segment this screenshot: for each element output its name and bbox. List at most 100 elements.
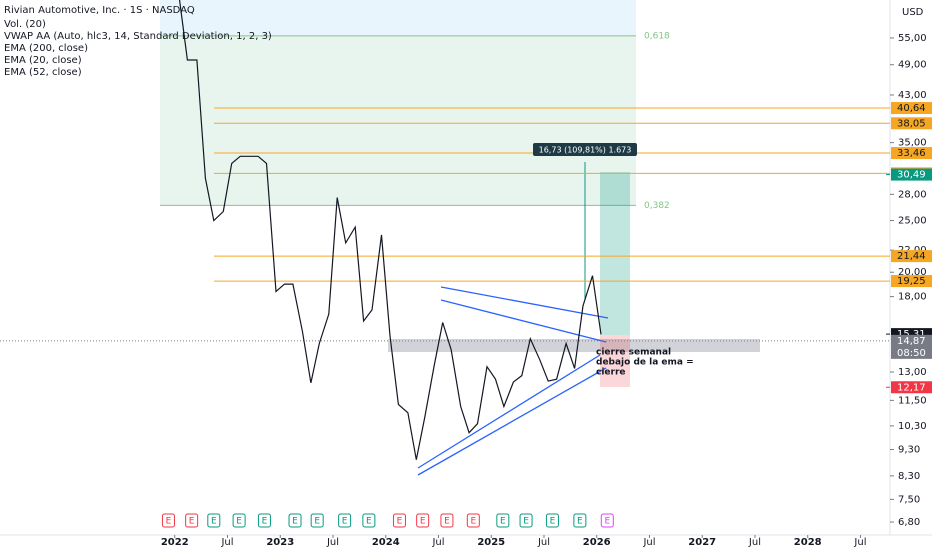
fib-label: 0,618 — [644, 31, 670, 41]
indicator: EMA (20, close) — [4, 55, 82, 66]
x-tick-label: 2027 — [688, 537, 716, 548]
x-tick-label: Jul — [326, 537, 339, 548]
price-tag-label: 14,87 — [897, 336, 926, 347]
earnings-label: E — [236, 517, 242, 527]
stop-zone — [600, 335, 630, 387]
x-tick-label: Jul — [431, 537, 444, 548]
x-tick-label: Jul — [220, 537, 233, 548]
fib-label: 0,382 — [644, 201, 670, 211]
earnings-marker — [232, 513, 246, 528]
earnings-label: E — [604, 517, 610, 527]
x-tick-label: Jul — [853, 537, 866, 548]
earnings-label: E — [314, 517, 320, 527]
title: Rivian Automotive, Inc. · 1S · NASDAQ — [4, 5, 195, 16]
level-tag — [891, 117, 932, 130]
fib-zone — [160, 0, 636, 36]
target-zone — [600, 172, 630, 335]
y-tick-label: 28,00 — [898, 189, 927, 200]
earnings-label: E — [342, 517, 348, 527]
price-tag-label: 15,31 — [897, 329, 926, 340]
earnings-label: E — [550, 517, 556, 527]
y-tick-label: 6,80 — [898, 517, 920, 528]
earnings-marker — [600, 513, 614, 528]
price-tag — [891, 168, 932, 181]
y-tick-label: 43,00 — [898, 90, 927, 101]
measure-label: 16,73 (109,81%) 1.673 — [539, 146, 632, 155]
earnings-label: E — [366, 517, 372, 527]
y-tick-label: 20,00 — [898, 267, 927, 278]
y-tick-label: 35,00 — [898, 138, 927, 149]
x-tick-label: 2022 — [161, 537, 189, 548]
earnings-label: E — [292, 517, 298, 527]
level-tag — [891, 275, 932, 288]
earnings-marker — [161, 513, 175, 528]
earnings-label: E — [189, 517, 195, 527]
trend-line — [417, 354, 601, 469]
earnings-marker — [545, 513, 559, 528]
earnings-label: E — [500, 517, 506, 527]
fib-zone — [160, 35, 636, 206]
level-label: 40,64 — [897, 103, 926, 114]
earnings-label: E — [397, 517, 403, 527]
level-tag — [891, 147, 932, 160]
price-tag-label: 12,17 — [897, 382, 926, 393]
earnings-marker — [207, 513, 221, 528]
earnings-label: E — [577, 517, 583, 527]
triangle — [417, 286, 609, 476]
indicator: EMA (200, close) — [4, 43, 88, 54]
earnings-marker — [288, 513, 302, 528]
x-tick-label: 2028 — [794, 537, 822, 548]
earnings-marker — [440, 513, 454, 528]
x-tick-label: Jul — [537, 537, 550, 548]
trend-line — [417, 367, 607, 476]
level-tag — [891, 102, 932, 115]
level-label: 21,44 — [897, 251, 926, 262]
earnings-marker — [310, 513, 324, 528]
earnings-label: E — [262, 517, 268, 527]
y-tick-label: 55,00 — [898, 33, 927, 44]
earnings-label: E — [523, 517, 529, 527]
earnings-marker — [496, 513, 510, 528]
indicator: VWAP AA (Auto, hlc3, 14, Standard Deviat… — [4, 31, 272, 42]
indicator: EMA (52, close) — [4, 67, 82, 78]
level-tag — [891, 250, 932, 263]
x-tick-label: 2025 — [477, 537, 505, 548]
y-tick-label: 8,30 — [898, 471, 920, 482]
earnings-marker — [362, 513, 376, 528]
trend-line — [440, 286, 609, 319]
earnings-marker — [466, 513, 480, 528]
x-tick-label: 2024 — [372, 537, 400, 548]
annotation: cierre semanal — [596, 348, 671, 358]
level-label: 19,25 — [897, 276, 926, 287]
x-tick-label: Jul — [642, 537, 655, 548]
annotation: debajo de la ema = — [596, 358, 694, 368]
earnings-label: E — [211, 517, 217, 527]
earnings-marker — [392, 513, 406, 528]
earnings-marker — [185, 513, 199, 528]
x-tick-label: Jul — [748, 537, 761, 548]
earnings-marker — [573, 513, 587, 528]
y-tick-label: 25,00 — [898, 216, 927, 227]
y-tick-label: 7,50 — [898, 494, 920, 505]
earnings-marker — [257, 513, 271, 528]
earnings-label: E — [470, 517, 476, 527]
y-tick-label: 9,30 — [898, 445, 920, 456]
y-tick-label: 13,00 — [898, 367, 927, 378]
level-label: 33,46 — [897, 148, 926, 159]
price-line — [178, 0, 602, 460]
earnings-label: E — [444, 517, 450, 527]
y-tick-label: 11,50 — [898, 395, 927, 406]
earnings-marker — [338, 513, 352, 528]
price-tag — [891, 381, 932, 394]
earnings-label: E — [166, 517, 172, 527]
level-label: 38,05 — [897, 118, 926, 129]
annotation: cierre — [596, 368, 626, 378]
currency: USD — [902, 7, 924, 18]
indicator: Vol. (20) — [4, 19, 46, 30]
y-tick-label: 18,00 — [898, 292, 927, 303]
price-tag-label: 30,49 — [897, 170, 926, 181]
countdown: 08:50 — [897, 348, 926, 359]
earnings-marker — [416, 513, 430, 528]
y-tick-label: 10,30 — [898, 421, 927, 432]
